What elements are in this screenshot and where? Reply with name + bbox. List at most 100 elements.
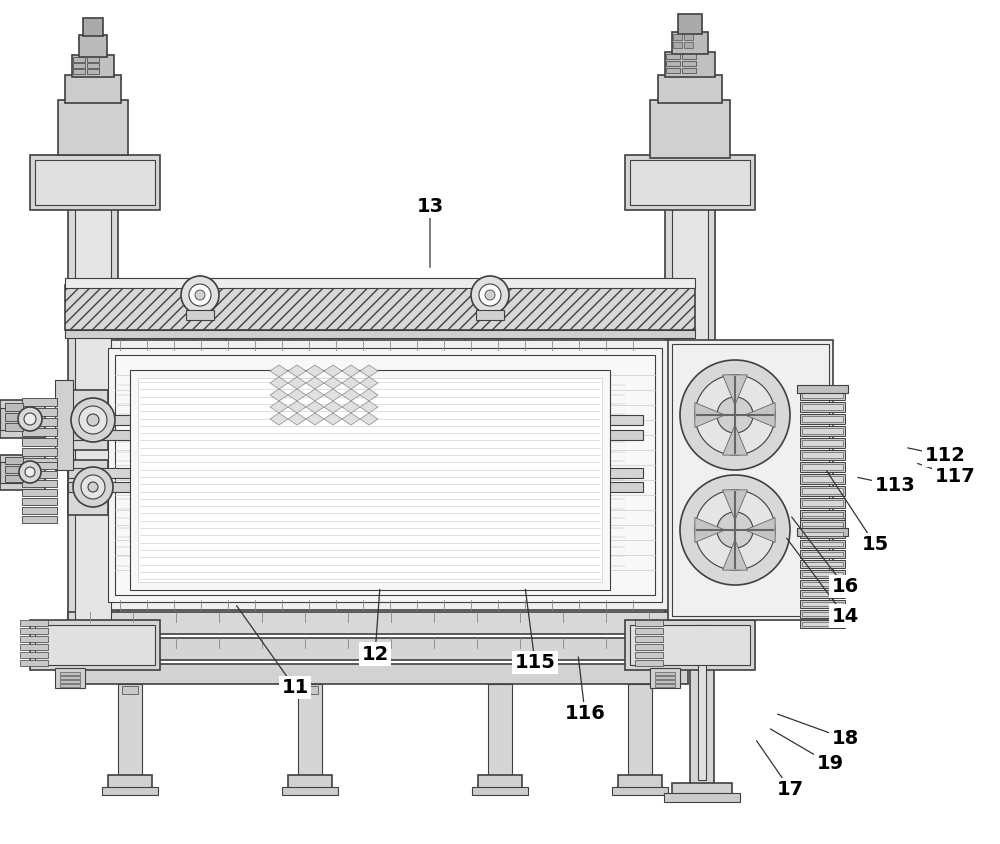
Bar xyxy=(665,195,715,625)
Polygon shape xyxy=(360,365,378,377)
Circle shape xyxy=(88,482,98,492)
Bar xyxy=(130,370,610,590)
Bar xyxy=(666,61,680,66)
Polygon shape xyxy=(360,401,378,413)
Bar xyxy=(22,471,57,478)
Bar xyxy=(20,620,48,626)
Bar xyxy=(802,542,843,546)
Circle shape xyxy=(181,276,219,314)
Bar xyxy=(698,625,706,780)
Bar xyxy=(635,636,663,642)
Polygon shape xyxy=(360,377,378,389)
Bar xyxy=(68,664,688,684)
Bar xyxy=(797,528,848,536)
Bar xyxy=(690,620,714,785)
Bar xyxy=(655,684,675,687)
Bar xyxy=(802,602,843,606)
Polygon shape xyxy=(324,413,342,425)
Polygon shape xyxy=(695,403,725,427)
Bar xyxy=(664,793,740,802)
Bar xyxy=(5,423,23,431)
Polygon shape xyxy=(723,490,747,520)
Bar xyxy=(635,652,663,658)
Bar xyxy=(73,63,85,68)
Bar xyxy=(802,416,843,422)
Bar xyxy=(630,625,750,665)
Text: 18: 18 xyxy=(831,729,859,748)
Polygon shape xyxy=(270,365,288,377)
Bar xyxy=(802,612,843,616)
Polygon shape xyxy=(695,517,725,543)
Bar xyxy=(650,668,680,688)
Circle shape xyxy=(24,413,36,425)
Circle shape xyxy=(81,475,105,499)
Bar xyxy=(5,475,23,482)
Bar xyxy=(802,622,843,626)
Circle shape xyxy=(479,284,501,306)
Polygon shape xyxy=(306,365,324,377)
Bar xyxy=(797,385,848,393)
Bar xyxy=(20,644,48,650)
Circle shape xyxy=(680,475,790,585)
Bar xyxy=(22,408,57,416)
Bar xyxy=(87,69,99,74)
Bar xyxy=(672,32,708,54)
Bar xyxy=(22,507,57,514)
Bar xyxy=(30,620,160,670)
Bar xyxy=(802,440,843,446)
Bar xyxy=(5,403,23,411)
Bar xyxy=(20,652,48,658)
Bar xyxy=(68,195,118,625)
Circle shape xyxy=(87,414,99,426)
Circle shape xyxy=(71,398,115,442)
Bar xyxy=(800,450,845,460)
Bar xyxy=(802,522,843,526)
Bar xyxy=(68,390,108,450)
Bar xyxy=(55,380,73,470)
Bar xyxy=(612,787,668,795)
Bar xyxy=(800,390,845,400)
Bar xyxy=(22,489,57,496)
Bar xyxy=(666,68,680,73)
Bar xyxy=(0,462,30,483)
Bar xyxy=(672,344,829,616)
Bar xyxy=(800,402,845,412)
Bar xyxy=(68,415,643,425)
Polygon shape xyxy=(342,401,360,413)
Bar xyxy=(800,462,845,472)
Bar xyxy=(102,787,158,795)
Polygon shape xyxy=(306,413,324,425)
Bar xyxy=(800,550,845,558)
Polygon shape xyxy=(288,365,306,377)
Bar xyxy=(665,52,715,77)
Bar xyxy=(60,676,80,679)
Bar xyxy=(186,310,214,320)
Bar xyxy=(800,530,845,538)
Bar xyxy=(618,775,662,789)
Bar xyxy=(802,552,843,556)
Bar xyxy=(73,69,85,74)
Bar xyxy=(83,18,103,36)
Bar xyxy=(635,644,663,650)
Bar xyxy=(673,42,682,48)
Circle shape xyxy=(717,397,753,433)
Circle shape xyxy=(19,461,41,483)
Polygon shape xyxy=(324,377,342,389)
Bar xyxy=(802,404,843,410)
Bar xyxy=(802,532,843,536)
Polygon shape xyxy=(342,413,360,425)
Bar xyxy=(65,278,695,288)
Bar xyxy=(678,14,702,34)
Bar xyxy=(655,672,675,675)
Bar xyxy=(115,355,655,595)
Bar xyxy=(87,63,99,68)
Bar xyxy=(684,42,693,48)
Bar xyxy=(635,620,663,626)
Text: 15: 15 xyxy=(861,535,889,554)
Bar xyxy=(682,61,696,66)
Bar xyxy=(800,474,845,484)
Polygon shape xyxy=(270,401,288,413)
Bar xyxy=(476,310,504,320)
Bar xyxy=(650,100,730,158)
Bar xyxy=(802,464,843,470)
